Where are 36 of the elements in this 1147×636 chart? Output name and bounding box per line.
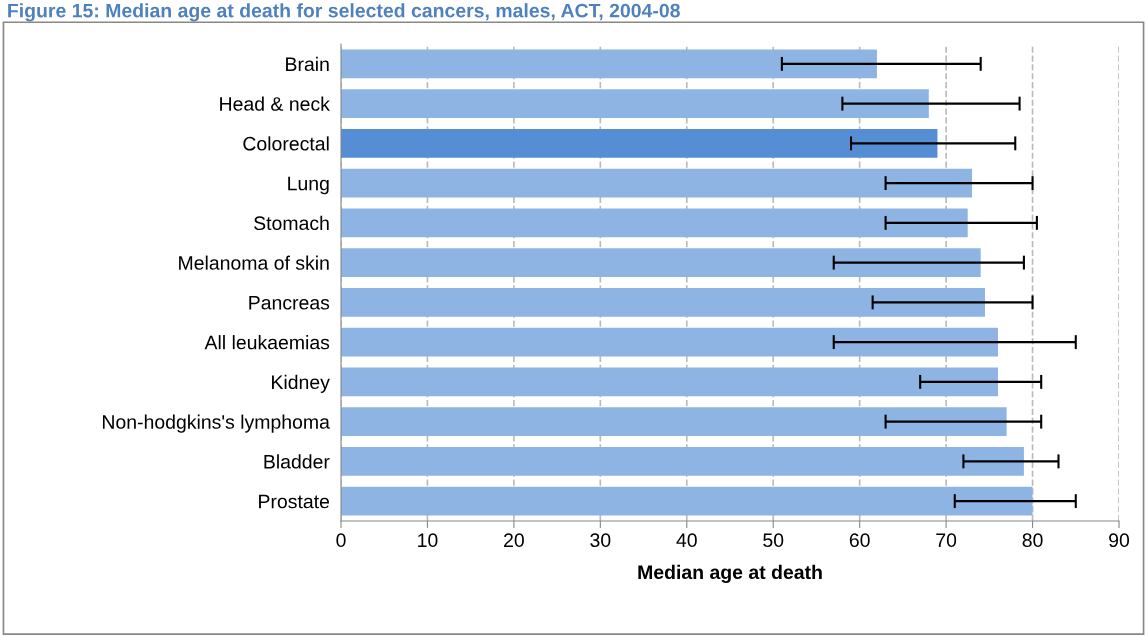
x-axis-title: Median age at death <box>638 564 822 584</box>
y-tick-label: Head & neck <box>220 96 330 111</box>
bar <box>341 208 968 238</box>
y-tick-label: Bladder <box>264 454 330 469</box>
y-tick-label: All leukaemias <box>204 335 330 350</box>
bar <box>341 288 986 317</box>
bar <box>341 327 998 357</box>
chart-title: Figure 15: Median age at death for selected cancers, males, ACT, 2004-08 <box>8 3 680 22</box>
x-tick-label: 90 <box>1109 533 1130 548</box>
y-tick-label: Lung <box>288 176 329 195</box>
y-tick-label: Kidney <box>272 374 330 393</box>
x-tick-label: 0 <box>336 533 346 548</box>
bar <box>341 168 973 198</box>
y-tick-label: Brain <box>286 56 329 72</box>
bar <box>341 407 1007 436</box>
bar <box>341 89 929 118</box>
x-tick-label: 30 <box>590 533 611 548</box>
bar <box>341 129 938 158</box>
bar <box>341 486 1033 516</box>
x-tick-label: 80 <box>1022 533 1043 548</box>
x-tick-label: 10 <box>418 533 438 548</box>
x-tick-label: 60 <box>849 533 870 548</box>
x-tick-label: 40 <box>676 533 697 548</box>
bar <box>341 248 981 277</box>
bar <box>341 49 877 79</box>
y-tick-label: Melanoma of skin <box>179 255 329 270</box>
y-tick-label: Stomach <box>254 215 329 231</box>
x-tick-label: 20 <box>504 533 524 548</box>
bar <box>341 367 998 397</box>
bar <box>341 447 1024 476</box>
y-tick-label: Colorectal <box>243 136 329 151</box>
x-tick-label: 50 <box>763 533 784 548</box>
y-tick-label: Non-hodgkins's lymphoma <box>102 414 330 433</box>
y-tick-label: Prostate <box>259 494 330 509</box>
x-tick-label: 70 <box>936 533 957 548</box>
y-tick-label: Pancreas <box>249 296 330 310</box>
